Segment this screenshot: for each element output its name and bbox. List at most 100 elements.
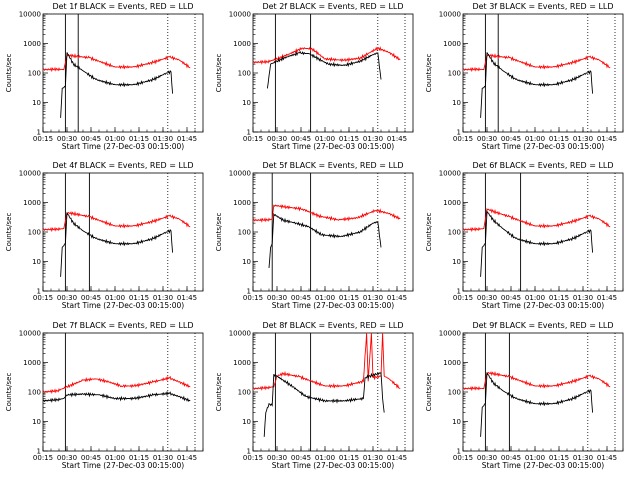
x-axis-title: Start Time (27-Dec-03 00:15:00): [271, 301, 395, 310]
x-tick-label: 01:15: [549, 135, 569, 143]
x-tick-label: 00:45: [291, 294, 311, 302]
y-tick-label: 1: [247, 448, 251, 456]
x-tick-label: 00:15: [33, 454, 53, 462]
y-tick-label: 100: [238, 389, 251, 397]
x-tick-label: 00:45: [501, 135, 521, 143]
x-tick-label: 01:15: [549, 294, 569, 302]
x-tick-label: 01:30: [573, 294, 593, 302]
events-series-line: [480, 209, 594, 277]
lld-series-line: [463, 53, 611, 73]
y-tick-label: 10: [242, 99, 251, 107]
x-tick-label: 01:15: [339, 294, 359, 302]
x-axis-title: Start Time (27-Dec-03 00:15:00): [61, 301, 185, 310]
x-axis-title: Start Time (27-Dec-03 00:15:00): [61, 461, 185, 470]
x-tick-label: 01:00: [525, 454, 545, 462]
x-tick-label: 00:15: [243, 294, 263, 302]
x-tick-label: 01:00: [105, 294, 125, 302]
x-tick-label: 01:45: [177, 135, 197, 143]
y-tick-label: 100: [28, 229, 41, 237]
panel-title: Det 5f BLACK = Events, RED = LLD: [262, 161, 404, 170]
x-tick-label: 00:30: [57, 454, 77, 462]
y-tick-label: 1000: [233, 359, 251, 367]
x-tick-label: 00:45: [291, 135, 311, 143]
events-series-line: [60, 52, 174, 118]
x-axis-title: Start Time (27-Dec-03 00:15:00): [481, 461, 605, 470]
y-tick-label: 100: [28, 70, 41, 78]
x-tick-label: 01:15: [129, 294, 149, 302]
plot-frame: [462, 332, 624, 452]
y-tick-label: 100: [448, 229, 461, 237]
y-tick-label: 100: [448, 70, 461, 78]
x-tick-label: 01:00: [315, 454, 335, 462]
y-tick-label: 10: [452, 418, 461, 426]
x-tick-label: 01:30: [363, 454, 383, 462]
x-tick-label: 01:45: [387, 135, 407, 143]
y-tick-label: 1: [457, 448, 461, 456]
x-tick-label: 01:30: [573, 135, 593, 143]
events-series-line: [480, 52, 594, 118]
x-tick-label: 01:15: [339, 454, 359, 462]
lld-series-line: [43, 375, 191, 395]
x-tick-label: 00:15: [453, 294, 473, 302]
y-tick-label: 10000: [19, 11, 41, 19]
panel-title: Det 9f BLACK = Events, RED = LLD: [472, 321, 614, 330]
y-tick-label: 10000: [19, 330, 41, 338]
x-tick-label: 00:15: [453, 135, 473, 143]
events-series-line: [60, 212, 174, 277]
panel-title: Det 2f BLACK = Events, RED = LLD: [262, 2, 404, 11]
lld-series-line: [253, 46, 401, 65]
y-tick-label: 10000: [439, 170, 461, 178]
y-tick-label: 10000: [229, 170, 251, 178]
x-tick-label: 01:15: [129, 135, 149, 143]
y-tick-label: 10000: [439, 11, 461, 19]
events-series-line: [268, 212, 382, 269]
x-tick-label: 01:30: [153, 135, 173, 143]
x-axis-title: Start Time (27-Dec-03 00:15:00): [481, 142, 605, 151]
x-axis-title: Start Time (27-Dec-03 00:15:00): [481, 301, 605, 310]
x-tick-label: 00:15: [453, 454, 473, 462]
y-tick-label: 1: [247, 129, 251, 137]
x-tick-label: 00:30: [267, 294, 287, 302]
x-tick-label: 00:30: [267, 454, 287, 462]
x-tick-label: 00:30: [477, 135, 497, 143]
y-tick-label: 100: [448, 389, 461, 397]
x-tick-label: 01:15: [339, 135, 359, 143]
y-tick-label: 10000: [229, 11, 251, 19]
y-tick-label: 100: [238, 70, 251, 78]
x-tick-label: 01:00: [315, 294, 335, 302]
y-tick-label: 1000: [23, 359, 41, 367]
x-tick-label: 01:30: [363, 135, 383, 143]
x-tick-label: 01:45: [387, 294, 407, 302]
y-tick-label: 10: [452, 258, 461, 266]
y-tick-label: 1000: [443, 40, 461, 48]
y-tick-label: 1000: [23, 40, 41, 48]
events-series-line: [43, 391, 191, 403]
y-tick-label: 100: [28, 389, 41, 397]
y-tick-label: 1000: [23, 199, 41, 207]
y-tick-label: 10: [32, 99, 41, 107]
y-tick-label: 1: [457, 129, 461, 137]
y-tick-label: 1000: [443, 199, 461, 207]
x-axis-title: Start Time (27-Dec-03 00:15:00): [271, 142, 395, 151]
lld-series-line: [463, 208, 611, 233]
x-tick-label: 00:30: [477, 454, 497, 462]
x-tick-label: 00:30: [57, 294, 77, 302]
panel-title: Det 6f BLACK = Events, RED = LLD: [472, 161, 614, 170]
y-tick-label: 10000: [229, 330, 251, 338]
y-tick-label: 10: [452, 99, 461, 107]
x-tick-label: 01:45: [597, 135, 617, 143]
x-tick-label: 00:30: [477, 294, 497, 302]
x-tick-label: 01:45: [177, 294, 197, 302]
x-tick-label: 00:45: [291, 454, 311, 462]
lld-series-line: [253, 204, 401, 223]
x-tick-label: 01:45: [597, 294, 617, 302]
x-axis-title: Start Time (27-Dec-03 00:15:00): [271, 461, 395, 470]
x-tick-label: 01:00: [525, 135, 545, 143]
